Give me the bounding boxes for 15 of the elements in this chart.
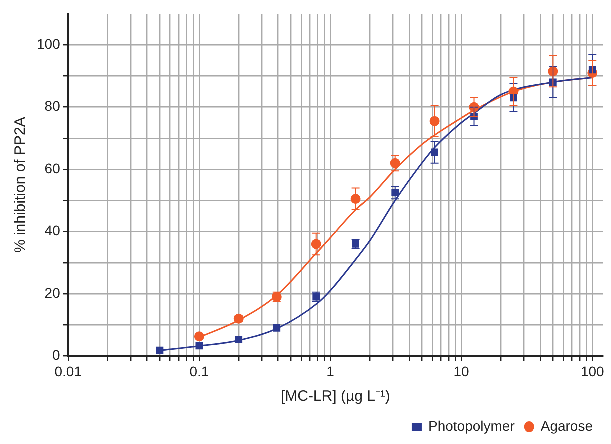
x-tick-label: 100 [580, 363, 605, 380]
x-axis-title: [MC-LR] (µg L⁻¹) [280, 388, 390, 406]
y-tick-label: 60 [44, 160, 61, 176]
y-tick-label: 100 [37, 36, 61, 52]
y-tick-label: 40 [44, 222, 61, 239]
x-tick-label: 0.01 [54, 363, 82, 380]
x-tick-label: 1 [326, 363, 335, 380]
x-tick-label: 10 [454, 363, 470, 380]
y-tick-label: 80 [44, 98, 61, 114]
x-tick-label: 0.1 [190, 363, 210, 380]
y-tick-label: 20 [44, 284, 61, 301]
y-tick-label: 0 [52, 347, 61, 364]
legend-label: Agarose [540, 418, 594, 434]
y-axis-title: % inhibition of PP2A [12, 117, 30, 254]
legend-label: Photopolymer [428, 418, 516, 434]
